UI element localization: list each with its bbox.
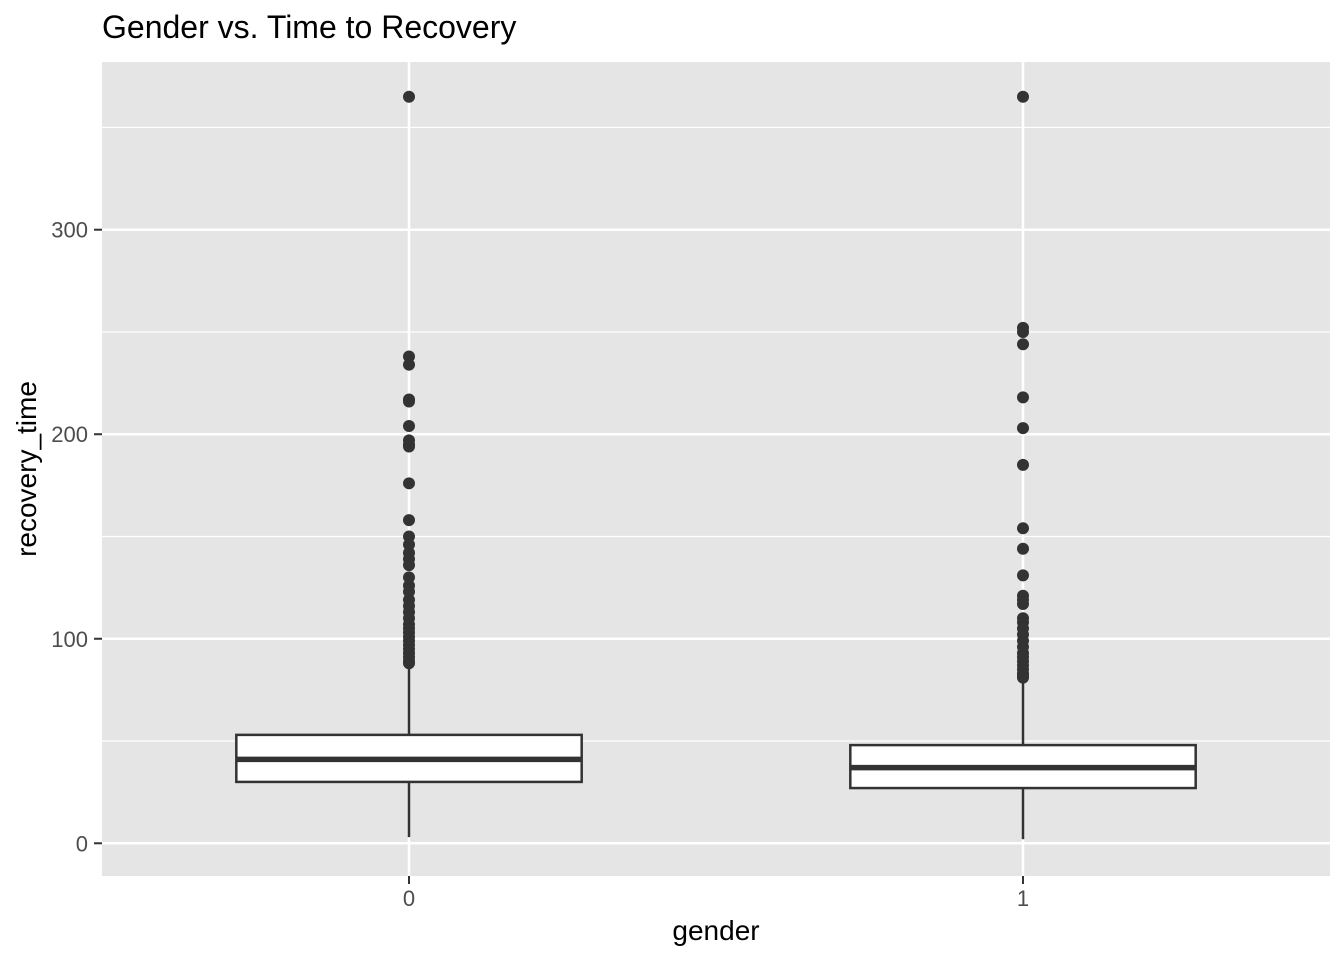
y-tick-label: 300 [51,218,88,243]
boxplot-0 [235,90,583,838]
outlier-point [1017,325,1029,338]
outlier-point [403,514,415,527]
outlier-point [1017,338,1029,351]
chart-title: Gender vs. Time to Recovery [102,9,516,45]
outlier-point [1017,90,1029,103]
y-axis: 0 100 200 300 [51,218,102,856]
outlier-point [1017,542,1029,555]
outlier-point [403,657,415,670]
y-tick-label: 100 [51,627,88,652]
x-axis-title: gender [672,915,759,946]
outlier-point [1017,671,1029,684]
y-tick-label: 0 [76,831,88,856]
outlier-point [1017,391,1029,404]
y-axis-title: recovery_time [11,381,42,557]
outlier-point [403,395,415,408]
outlier-point [1017,569,1029,582]
boxplots [235,90,1197,840]
outlier-point [403,358,415,371]
y-tick-label: 200 [51,422,88,447]
x-tick-label: 1 [1017,886,1029,911]
outlier-point [1017,458,1029,471]
outlier-point [1017,597,1029,610]
outlier-point [403,440,415,453]
outlier-point [403,420,415,433]
outlier-point [1017,522,1029,535]
x-tick-label: 0 [403,886,415,911]
outlier-point [1017,422,1029,435]
outlier-point [403,559,415,572]
outlier-point [403,90,415,103]
boxplot-1 [849,90,1197,840]
outlier-point [403,477,415,490]
